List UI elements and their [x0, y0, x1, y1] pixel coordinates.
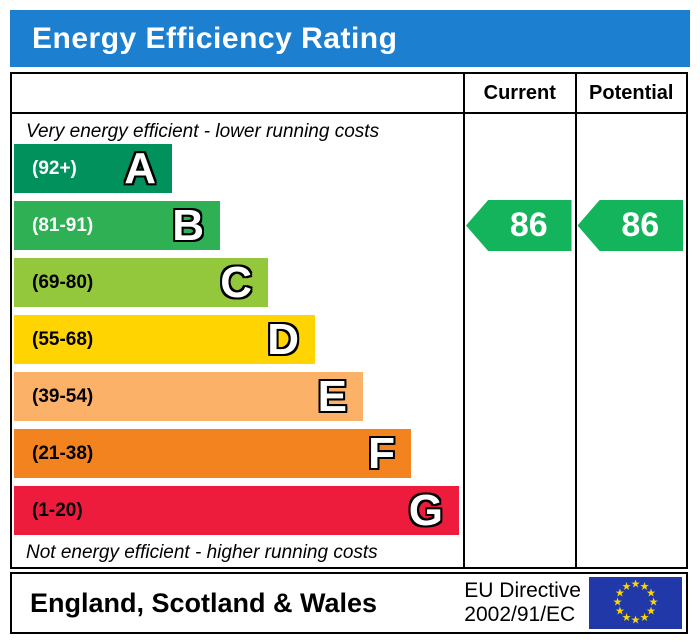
- potential-rating-value: 86: [621, 206, 660, 244]
- potential-column-header: Potential: [574, 74, 687, 112]
- eu-flag-star-icon: ★: [621, 580, 632, 593]
- band-c-letter: C: [220, 257, 252, 307]
- band-d-letter: D: [267, 314, 299, 364]
- potential-rating-arrow: 86: [577, 200, 683, 251]
- band-d-range: (55-68): [32, 328, 94, 350]
- eu-flag-star-icon: ★: [630, 578, 641, 591]
- eu-flag-star-icon: ★: [614, 605, 625, 618]
- top-note: Very energy efficient - lower running co…: [26, 121, 380, 142]
- current-column-header: Current: [463, 74, 575, 112]
- table-header: Current Potential: [12, 74, 686, 114]
- region-label: England, Scotland & Wales: [30, 587, 378, 618]
- eu-flag-star-icon: ★: [646, 605, 657, 618]
- title-bar: Energy Efficiency Rating: [10, 10, 690, 67]
- eu-flag-star-icon: ★: [648, 596, 659, 609]
- band-b-letter: B: [172, 200, 204, 250]
- band-c: (69-80) C: [14, 258, 268, 307]
- table-body: Very energy efficient - lower running co…: [12, 114, 686, 567]
- header-spacer: [12, 74, 463, 112]
- page-title: Energy Efficiency Rating: [32, 21, 398, 55]
- eu-flag-star-icon: ★: [614, 587, 625, 600]
- band-g-letter: G: [408, 485, 443, 535]
- band-e-range: (39-54): [32, 385, 94, 407]
- band-b-range: (81-91): [32, 214, 94, 236]
- footer: England, Scotland & Wales EU Directive 2…: [10, 572, 688, 634]
- current-rating-value: 86: [509, 206, 548, 244]
- rating-scale: Very energy efficient - lower running co…: [12, 114, 463, 567]
- band-f: (21-38) F: [14, 429, 411, 478]
- band-f-letter: F: [368, 428, 395, 478]
- eu-flag-star-icon: ★: [621, 612, 632, 625]
- band-f-range: (21-38): [32, 442, 94, 464]
- bottom-note: Not energy efficient - higher running co…: [26, 542, 378, 563]
- band-g: (1-20) G: [14, 486, 459, 535]
- eu-flag: ★ ★ ★ ★ ★ ★ ★ ★ ★ ★ ★ ★: [589, 577, 682, 629]
- eu-flag-star-icon: ★: [646, 587, 657, 600]
- current-column: 86: [463, 114, 575, 567]
- eu-flag-star-icon: ★: [639, 580, 650, 593]
- eu-flag-star-icon: ★: [630, 614, 641, 627]
- band-a: (92+) A: [14, 144, 172, 193]
- eu-flag-star-icon: ★: [639, 612, 650, 625]
- band-c-range: (69-80): [32, 271, 94, 293]
- eu-directive-line1: EU Directive: [464, 578, 581, 602]
- band-d: (55-68) D: [14, 315, 315, 364]
- band-e: (39-54) E: [14, 372, 363, 421]
- band-g-range: (1-20): [32, 499, 83, 521]
- band-a-range: (92+): [32, 157, 77, 179]
- eu-directive-label: EU Directive 2002/91/EC: [464, 579, 581, 627]
- potential-column: 86: [574, 114, 687, 567]
- band-e-letter: E: [317, 371, 347, 421]
- current-rating-arrow: 86: [466, 200, 572, 251]
- band-a-letter: A: [124, 143, 156, 193]
- eu-directive-line2: 2002/91/EC: [464, 603, 576, 626]
- band-b: (81-91) B: [14, 201, 220, 250]
- rating-table: Current Potential Very energy efficient …: [10, 72, 688, 569]
- eu-flag-star-icon: ★: [612, 596, 623, 609]
